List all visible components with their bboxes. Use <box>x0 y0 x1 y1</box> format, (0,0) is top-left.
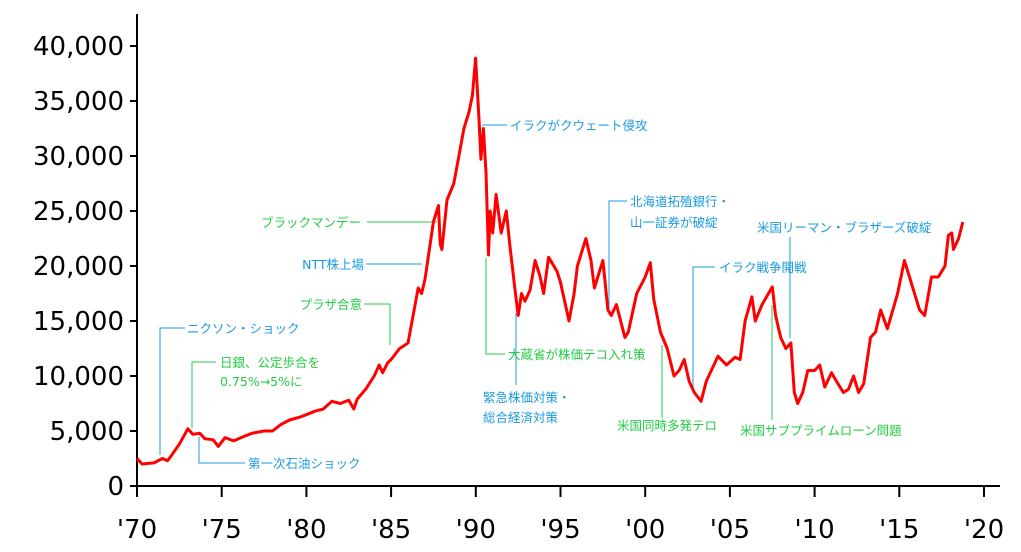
annotation-emergency-line1: 緊急株価対策・ <box>483 390 571 405</box>
annotation-nixon: ニクソン・ショック <box>187 321 300 336</box>
annotation-oil-shock: 第一次石油ショック <box>248 456 361 471</box>
leader-mof <box>485 258 505 355</box>
x-tick-label: '75 <box>202 515 242 545</box>
leader-nixon <box>159 327 185 455</box>
annotation-hokkaido-line2: 山一証券が破綻 <box>630 215 718 230</box>
x-tick-label: '85 <box>371 515 411 545</box>
y-tick-label: 5,000 <box>50 417 124 447</box>
annotation-subprime: 米国サブプライムローン問題 <box>740 423 902 438</box>
annotation-emergency-line2: 総合経済対策 <box>483 410 559 425</box>
y-tick-label: 20,000 <box>33 252 124 282</box>
annotation-plaza: プラザ合意 <box>299 297 362 312</box>
annotation-black-monday: ブラックマンデー <box>260 215 361 230</box>
y-tick-label: 0 <box>107 472 124 502</box>
annotation-ntt: NTT株上場 <box>302 257 364 272</box>
y-tick-label: 40,000 <box>33 32 124 62</box>
y-tick-label: 15,000 <box>33 307 124 337</box>
leader-boj <box>191 361 216 428</box>
annotation-lehman: 米国リーマン・ブラザーズ破綻 <box>757 220 932 235</box>
annotation-boj-line2: 0.75%→5%に <box>220 374 303 389</box>
x-tick-label: '05 <box>710 515 750 545</box>
x-tick-label: '10 <box>794 515 834 545</box>
annotation-iraq-war: イラク戦争開戦 <box>719 260 807 275</box>
annotation-mof: 大蔵省が株価テコ入れ策 <box>508 347 646 362</box>
annotation-kuwait: イラクがクウェート侵攻 <box>510 118 648 133</box>
x-tick-label: '20 <box>964 515 1004 545</box>
y-tick-label: 10,000 <box>33 362 124 392</box>
leader-iraq-war <box>692 266 715 390</box>
x-tick-label: '95 <box>540 515 580 545</box>
leader-plaza <box>364 303 391 345</box>
x-tick-label: '00 <box>625 515 665 545</box>
y-tick-label: 25,000 <box>33 197 124 227</box>
y-tick-label: 35,000 <box>33 87 124 117</box>
nikkei-series-line <box>135 56 965 466</box>
annotation-hokkaido-line1: 北海道拓殖銀行・ <box>630 194 731 209</box>
annotation-boj-line1: 日銀、公定歩合を <box>220 355 321 370</box>
leader-oil <box>198 437 245 464</box>
annotation-sept11: 米国同時多発テロ <box>617 418 718 433</box>
x-tick-label: '15 <box>879 515 919 545</box>
x-tick-label: '70 <box>117 515 157 545</box>
x-tick-label: '90 <box>456 515 496 545</box>
y-tick-label: 30,000 <box>33 142 124 172</box>
leader-hokkaido <box>608 200 627 315</box>
x-tick-label: '80 <box>286 515 326 545</box>
